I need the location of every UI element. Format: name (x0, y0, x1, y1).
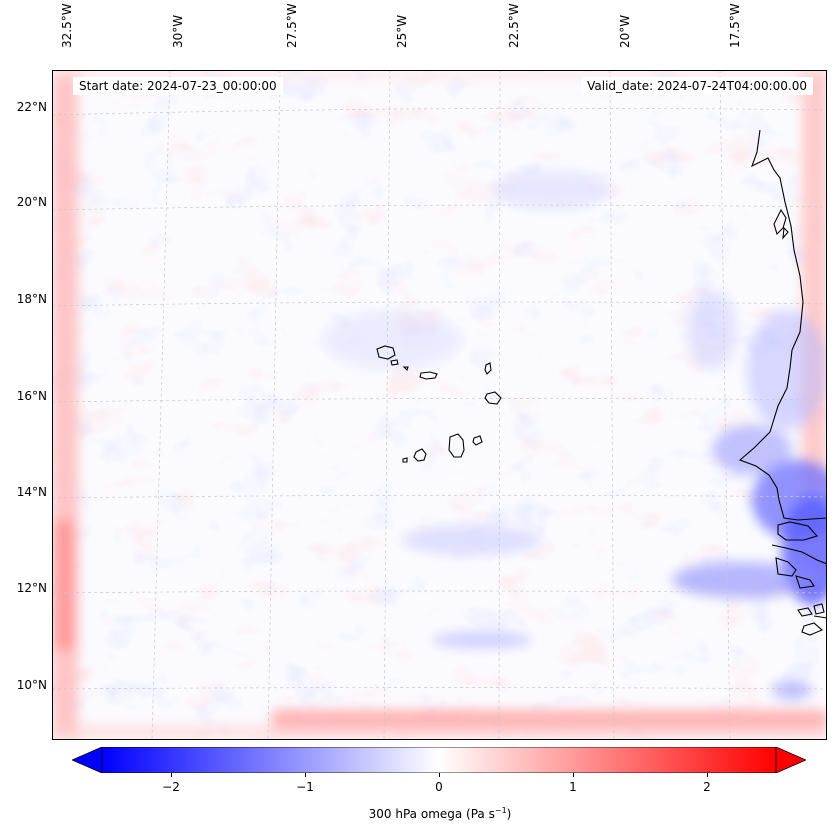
lon-label-25w: 25°W (395, 14, 409, 48)
colorbar-tickmark-1 (573, 773, 574, 777)
boundary-red-bands (52, 70, 827, 740)
colorbar-tickmark-neg1 (305, 773, 306, 777)
graticule (52, 70, 827, 740)
lon-label-32.5w: 32.5°W (60, 3, 74, 48)
lat-label-10n: 10°N (16, 678, 47, 692)
colorbar-tick-1: 1 (569, 780, 577, 794)
colorbar-tick-2: 2 (703, 780, 711, 794)
cabo-verde-islands (376, 345, 502, 463)
lat-label-20n: 20°N (16, 195, 47, 209)
island-sao-nicolau (419, 371, 438, 380)
colorbar-max-extend (775, 747, 806, 773)
colorbar-tickmark-0 (439, 773, 440, 777)
lon-label-30w: 30°W (171, 14, 185, 48)
lat-label-22n: 22°N (16, 100, 47, 114)
island-santa-luzia (402, 366, 409, 372)
omega-field-map[interactable] (52, 70, 827, 740)
colorbar-tick-0: 0 (435, 780, 443, 794)
colorbar-label: 300 hPa omega (Pa s−1) (368, 806, 512, 821)
lat-label-12n: 12°N (16, 581, 47, 595)
lon-label-22.5w: 22.5°W (507, 3, 521, 48)
island-sao-vicente (390, 359, 399, 366)
lat-label-14n: 14°N (16, 485, 47, 499)
colorbar (72, 747, 806, 773)
island-santo-antao (376, 345, 396, 360)
colorbar-min-extend (72, 747, 103, 773)
valid-date-label: Valid_date: 2024-07-24T04:00:00.00 (581, 77, 813, 95)
start-date-label: Start date: 2024-07-23_00:00:00 (73, 77, 283, 95)
island-fogo (413, 448, 427, 462)
lon-label-20w: 20°W (618, 14, 632, 48)
lat-label-16n: 16°N (16, 389, 47, 403)
lon-label-27.5w: 27.5°W (285, 3, 299, 48)
colorbar-gradient (101, 747, 777, 773)
omega-noise-field (52, 70, 827, 740)
map-canvas (52, 70, 827, 740)
colorbar-tickmark-2 (707, 773, 708, 777)
island-sal (484, 362, 492, 375)
colorbar-tickmark-neg2 (171, 773, 172, 777)
island-santiago (448, 433, 465, 458)
colorbar-tick-neg1: −1 (296, 780, 314, 794)
island-maio (472, 435, 483, 446)
island-boa-vista (484, 391, 502, 405)
colorbar-tick-neg2: −2 (162, 780, 180, 794)
lon-label-17.5w: 17.5°W (728, 3, 742, 48)
africa-coastline (738, 129, 827, 636)
ascent-blue-zones (322, 170, 827, 700)
lat-label-18n: 18°N (16, 292, 47, 306)
island-brava (402, 457, 408, 463)
